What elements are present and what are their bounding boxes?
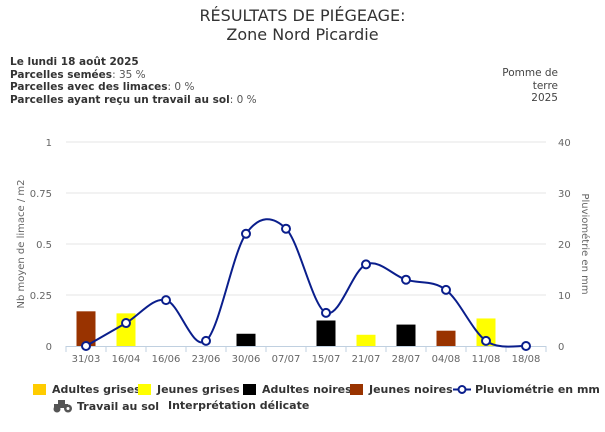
y-tick-label: 1 (46, 138, 52, 149)
rain-point (521, 341, 531, 351)
legend-label: Jeunes noires (369, 383, 453, 396)
x-tick-label: 07/07 (272, 354, 301, 365)
tillage-label: Parcelles ayant reçu un travail au sol (10, 93, 230, 106)
legend-adultes-noires[interactable]: Adultes noires (243, 383, 352, 396)
y2-axis-title: Pluviométrie en mm (579, 193, 591, 294)
legend-jeunes-grises[interactable]: Jeunes grises (138, 383, 240, 396)
y-tick-label: 0 (46, 342, 52, 353)
legend-swatch (350, 384, 363, 395)
info-block: Le lundi 18 août 2025 Parcelles semées: … (10, 56, 257, 106)
legend-adultes-grises[interactable]: Adultes grises (33, 383, 141, 396)
x-tick-label: 28/07 (392, 354, 421, 365)
legend-travail-au-sol[interactable]: Travail au sol (52, 399, 159, 413)
legend-label: Adultes noires (262, 383, 352, 396)
sown-value: : 35 % (112, 68, 146, 81)
legend-label: Travail au sol (77, 399, 160, 413)
legend-label: Pluviométrie en mm (475, 383, 600, 396)
rain-point (161, 295, 171, 306)
chart-subtitle: Zone Nord Picardie (226, 25, 379, 44)
bar-jeunes-noires (436, 330, 456, 346)
bar-adultes-noires (316, 320, 336, 346)
x-tick-label: 30/06 (232, 354, 261, 365)
rain-point (361, 259, 371, 270)
bar-jeunes-grises (476, 318, 496, 346)
x-tick-label: 23/06 (192, 354, 221, 365)
slugs-label: Parcelles avec des limaces (10, 81, 168, 93)
x-tick-label: 15/07 (312, 354, 341, 365)
x-tick-label: 31/03 (72, 354, 101, 365)
legend-pluviometrie[interactable]: Pluviométrie en mm (453, 383, 600, 396)
sown-label: Parcelles semées (10, 68, 113, 81)
bar-adultes-noires (236, 333, 256, 346)
y2-tick-label: 20 (558, 240, 571, 251)
rain-point (401, 274, 411, 285)
tractor-icon (53, 400, 72, 413)
legend-swatch (33, 384, 46, 395)
line-marker-icon (453, 385, 471, 394)
rain-point (121, 318, 131, 329)
y2-tick-label: 10 (558, 291, 571, 302)
date-text: Le lundi 18 août 2025 (10, 56, 139, 68)
rain-point (201, 335, 211, 346)
x-tick-label: 16/06 (152, 354, 181, 365)
bar-adultes-noires (396, 324, 416, 346)
x-tick-label: 18/08 (512, 354, 541, 365)
y-tick-label: 0.75 (30, 189, 52, 200)
y-tick-label: 0.5 (36, 240, 52, 251)
legend-label: Jeunes grises (157, 383, 240, 396)
rain-line (85, 218, 527, 348)
chart-title: RÉSULTATS DE PIÉGEAGE: (199, 6, 406, 25)
legend-jeunes-noires[interactable]: Jeunes noires (350, 383, 453, 396)
x-tick-label: 21/07 (352, 354, 381, 365)
crop-line: Pomme de (502, 67, 558, 79)
crop-label: Pomme de terre 2025 (498, 67, 558, 105)
legend-label: Interprétation délicate (168, 399, 310, 412)
y2-tick-label: 40 (558, 138, 571, 149)
x-tick-label: 04/08 (432, 354, 461, 365)
rain-point (281, 223, 291, 234)
bar-jeunes-noires (76, 311, 96, 346)
y2-tick-label: 0 (558, 342, 564, 353)
crop-line: terre (532, 79, 558, 92)
crop-year: 2025 (531, 92, 558, 104)
rain-point (241, 228, 251, 239)
rain-point (441, 284, 451, 295)
x-tick-label: 11/08 (472, 354, 501, 365)
legend-label: Adultes grises (52, 383, 141, 396)
legend-interpretation[interactable]: Interprétation délicate (168, 399, 309, 412)
y2-tick-label: 30 (558, 189, 571, 200)
rain-point (481, 335, 491, 346)
y-axis-title: Nb moyen de limace / m2 (16, 179, 27, 308)
tillage-value: : 0 % (229, 93, 257, 106)
slugs-value: : 0 % (167, 81, 195, 93)
x-tick-label: 16/04 (112, 354, 141, 365)
rain-point (81, 341, 91, 351)
legend-swatch (243, 384, 256, 395)
rain-point (321, 307, 331, 318)
bar-jeunes-grises (356, 334, 376, 346)
y-tick-label: 0.25 (30, 291, 52, 302)
legend-swatch (138, 384, 151, 395)
